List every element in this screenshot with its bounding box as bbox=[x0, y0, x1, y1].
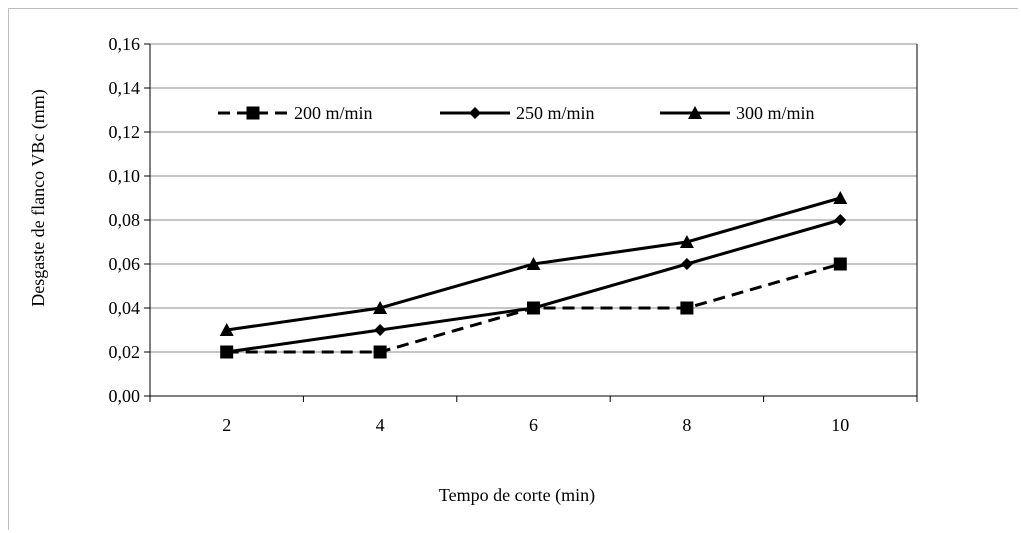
data-point bbox=[680, 301, 694, 315]
y-tick-label: 0,14 bbox=[109, 78, 141, 98]
series-300-m-min bbox=[219, 191, 848, 336]
legend-marker bbox=[688, 106, 702, 119]
legend-item: 200 m/min bbox=[218, 103, 373, 123]
y-tick-label: 0,02 bbox=[109, 342, 141, 362]
x-tick-label: 8 bbox=[682, 415, 691, 435]
data-point bbox=[219, 323, 234, 336]
y-tick-label: 0,12 bbox=[109, 122, 141, 142]
y-tick-label: 0,06 bbox=[109, 254, 141, 274]
y-tick-label: 0,08 bbox=[109, 210, 141, 230]
data-point bbox=[833, 191, 848, 204]
y-tick-labels: 0,00 0,02 0,04 0,06 0,08 0,10 0,12 0,14 0,16 bbox=[109, 34, 141, 406]
legend-item: 300 m/min bbox=[660, 103, 815, 123]
series-layer bbox=[219, 191, 848, 359]
data-point bbox=[373, 301, 388, 314]
legend-marker bbox=[469, 107, 481, 119]
y-tick-label: 0,10 bbox=[109, 166, 141, 186]
y-tick-label: 0,04 bbox=[109, 298, 141, 318]
data-point bbox=[834, 214, 847, 226]
legend-label: 250 m/min bbox=[516, 103, 595, 123]
legend-item: 250 m/min bbox=[440, 103, 595, 123]
x-tick-label: 6 bbox=[529, 415, 538, 435]
series-250-m-min bbox=[220, 214, 847, 358]
chart-frame bbox=[8, 8, 1018, 530]
y-tick-label: 0,16 bbox=[109, 34, 141, 54]
y-axis-label: Desgaste de flanco VBc (mm) bbox=[28, 89, 49, 307]
legend-label: 300 m/min bbox=[736, 103, 815, 123]
data-point bbox=[220, 346, 233, 358]
x-tick-label: 4 bbox=[376, 415, 385, 435]
data-point bbox=[679, 235, 694, 248]
data-point bbox=[374, 324, 387, 336]
x-axis-label: Tempo de corte (min) bbox=[439, 485, 595, 506]
series-line bbox=[226, 218, 841, 354]
data-point bbox=[526, 257, 541, 270]
axes bbox=[144, 43, 918, 402]
x-tick-label: 10 bbox=[831, 415, 849, 435]
data-point bbox=[833, 257, 847, 271]
x-tick-label: 2 bbox=[222, 415, 231, 435]
legend-label: 200 m/min bbox=[294, 103, 373, 123]
data-point bbox=[527, 302, 540, 314]
data-point bbox=[373, 345, 387, 359]
legend[interactable]: 200 m/min 250 m/min 300 m/min bbox=[218, 103, 815, 123]
y-tick-label: 0,00 bbox=[109, 386, 141, 406]
data-point bbox=[680, 258, 693, 270]
legend-marker bbox=[246, 106, 260, 120]
x-tick-labels: 2 4 6 8 10 bbox=[222, 415, 849, 435]
